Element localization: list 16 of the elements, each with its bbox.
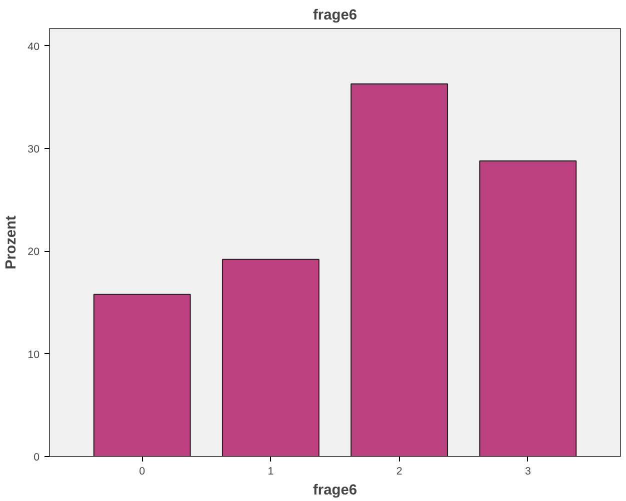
x-tick-label: 2 <box>396 466 402 478</box>
y-tick-label: 20 <box>28 246 40 258</box>
bar <box>222 258 320 456</box>
y-tick-label: 0 <box>34 452 40 464</box>
bar <box>350 83 448 456</box>
y-tick-label: 10 <box>28 348 40 361</box>
chart-title: frage6 <box>313 8 358 24</box>
y-tick-label: 40 <box>28 40 40 53</box>
y-tick-label: 30 <box>28 144 40 156</box>
bar <box>93 294 191 456</box>
y-axis-title: Prozent <box>4 216 20 270</box>
x-axis-title: frage6 <box>313 482 358 498</box>
x-tick-label: 1 <box>268 466 274 478</box>
bar <box>479 160 577 456</box>
x-tick-label: 3 <box>524 466 531 478</box>
x-tick-label: 0 <box>139 466 146 478</box>
